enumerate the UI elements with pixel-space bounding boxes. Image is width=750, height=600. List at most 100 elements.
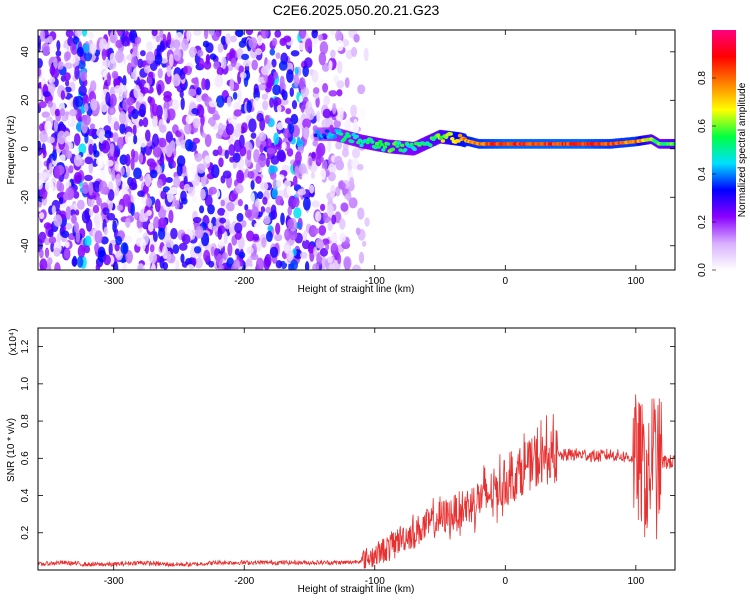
- noise-cell: [51, 205, 56, 215]
- colorbar-tick-label: 0.0: [697, 263, 708, 277]
- ridge-core: [337, 129, 342, 133]
- noise-cell: [147, 96, 153, 104]
- noise-cell: [168, 209, 174, 224]
- noise-cell: [44, 179, 54, 193]
- ridge-core: [395, 144, 400, 148]
- noise-cell: [60, 90, 66, 101]
- noise-cell: [296, 139, 304, 148]
- noise-cell: [257, 191, 264, 200]
- noise-cell: [250, 179, 255, 190]
- noise-cell: [47, 35, 53, 44]
- noise-cell: [46, 136, 55, 144]
- noise-cell: [163, 108, 168, 121]
- noise-cell: [208, 30, 215, 36]
- noise-cell: [286, 250, 294, 261]
- y-tick-label: 0.2: [20, 525, 31, 539]
- noise-cell: [328, 90, 338, 97]
- noise-cell: [74, 30, 82, 37]
- snr-series-line: [38, 394, 675, 569]
- ridge-core: [378, 140, 383, 144]
- noise-cell: [194, 152, 203, 162]
- noise-cell: [178, 71, 186, 80]
- ridge-core: [390, 147, 395, 152]
- noise-cell: [339, 232, 346, 243]
- noise-cell: [364, 217, 370, 227]
- ridge-core: [379, 142, 384, 147]
- noise-cell: [193, 30, 202, 36]
- noise-cell: [92, 143, 97, 155]
- noise-cell: [136, 263, 145, 270]
- noise-cell: [285, 108, 292, 115]
- noise-cell: [304, 261, 310, 270]
- colorbar-tick-label: 0.8: [697, 71, 708, 85]
- noise-cell: [83, 174, 93, 182]
- noise-cell: [69, 68, 76, 76]
- noise-cell: [220, 175, 226, 184]
- noise-cell: [133, 85, 141, 99]
- noise-cell: [195, 93, 203, 103]
- noise-cell: [278, 151, 287, 163]
- noise-cell: [78, 143, 87, 155]
- noise-cell: [212, 113, 221, 121]
- noise-cell: [47, 257, 53, 266]
- noise-cell: [38, 179, 43, 190]
- noise-cell: [119, 111, 127, 125]
- noise-cell: [335, 141, 343, 150]
- y-tick-label: 20: [20, 94, 31, 106]
- colorbar-tick-label: 0.4: [697, 167, 708, 181]
- noise-cell: [83, 103, 89, 113]
- noise-cell: [79, 70, 88, 82]
- noise-cell: [68, 165, 74, 174]
- noise-cell: [250, 192, 255, 204]
- noise-cell: [232, 161, 237, 169]
- noise-cell: [77, 244, 86, 258]
- noise-cell: [259, 181, 269, 191]
- noise-cell: [139, 103, 147, 118]
- noise-cell: [318, 225, 327, 236]
- noise-cell: [284, 117, 292, 124]
- noise-cell: [281, 142, 287, 150]
- ridge-core: [359, 143, 364, 147]
- noise-cell: [143, 212, 149, 222]
- noise-cell: [131, 108, 139, 120]
- noise-cell: [175, 131, 182, 138]
- noise-cell: [333, 119, 341, 129]
- ridge-core: [412, 147, 417, 151]
- ridge-core: [374, 141, 380, 146]
- noise-cell: [269, 165, 278, 174]
- noise-cell: [217, 122, 224, 136]
- noise-cell: [87, 128, 97, 137]
- noise-cell: [275, 260, 283, 269]
- noise-cell: [344, 193, 351, 200]
- noise-cell: [188, 46, 197, 58]
- noise-cell: [171, 98, 179, 112]
- noise-cell: [266, 230, 273, 243]
- noise-cell: [208, 260, 215, 268]
- noise-cell: [84, 235, 92, 247]
- noise-cell: [251, 206, 259, 219]
- ridge-core: [346, 134, 352, 138]
- ridge-core: [370, 140, 375, 144]
- noise-cell: [78, 85, 87, 97]
- noise-cell: [136, 219, 142, 229]
- noise-cell: [269, 171, 277, 180]
- noise-cell: [269, 48, 276, 56]
- noise-cell: [236, 212, 244, 222]
- ridge-core: [457, 133, 463, 138]
- noise-cell: [312, 87, 320, 95]
- x-tick-label: 100: [627, 576, 644, 587]
- noise-cell: [330, 49, 336, 59]
- noise-cell: [315, 211, 322, 222]
- noise-cell: [99, 65, 108, 78]
- noise-cell: [286, 69, 294, 83]
- noise-cell: [272, 177, 277, 192]
- noise-cell: [281, 88, 286, 98]
- noise-cell: [170, 227, 178, 240]
- noise-cell: [226, 52, 233, 61]
- noise-cell: [94, 230, 103, 244]
- noise-cell: [334, 155, 343, 166]
- noise-cell: [123, 235, 133, 244]
- noise-cell: [196, 198, 204, 207]
- noise-cell: [301, 173, 309, 181]
